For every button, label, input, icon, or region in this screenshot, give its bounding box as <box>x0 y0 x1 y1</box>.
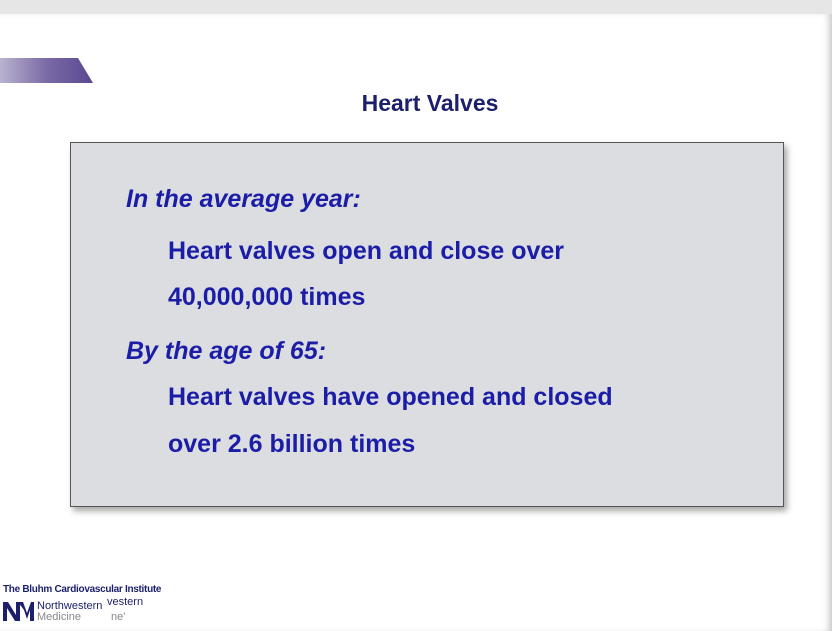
ghost-text: vestern <box>107 596 144 608</box>
body-line: Heart valves open and close over <box>168 237 565 265</box>
slide-title: Heart Valves <box>361 90 499 116</box>
heading: By the age of 65: <box>126 337 327 365</box>
body-line: over 2.6 billion times <box>168 430 416 458</box>
ghost-text: ne' <box>111 611 126 623</box>
body-line: 40,000,000 times <box>168 283 366 311</box>
institute: The Bluhm Cardiovascular Institute <box>3 584 162 595</box>
heading: In the average year: <box>126 185 361 213</box>
logo <box>3 602 34 621</box>
content-box: In the average year: Heart valves open a… <box>70 142 784 507</box>
brand-sub: Medicine <box>37 611 82 623</box>
brand: Northwestern <box>37 600 103 612</box>
accent-bar <box>0 58 93 83</box>
body-line: Heart valves have opened and closed <box>168 383 613 411</box>
